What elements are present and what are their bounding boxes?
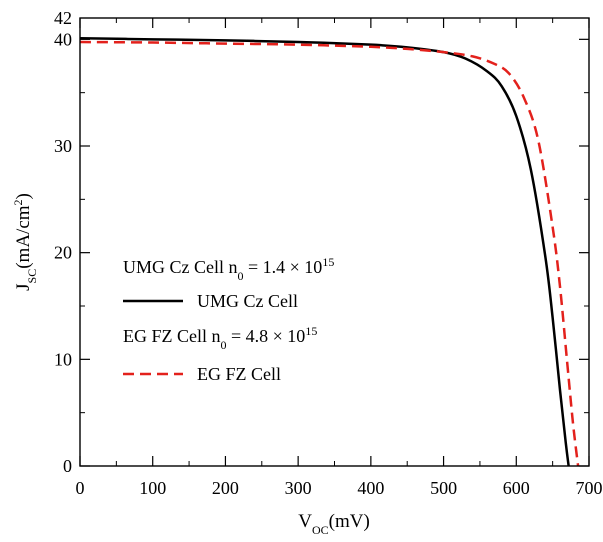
y-label-base: J — [13, 283, 34, 290]
y-tick-label: 0 — [63, 456, 72, 476]
annotation-eg-sub: 0 — [221, 338, 227, 352]
annotation-umg-density: UMG Cz Cell n0 = 1.4 × 1015 — [123, 255, 334, 283]
annotation-umg-sub: 0 — [238, 269, 244, 283]
y-axis-label: JSC(mA/cm2) — [11, 193, 39, 291]
y-tick-label: 10 — [54, 349, 72, 369]
y-tick-label: 20 — [54, 243, 72, 263]
y-label-close: ) — [13, 193, 34, 199]
y-label-sub: SC — [25, 269, 39, 284]
x-label-sub: OC — [312, 523, 329, 537]
series-layer — [79, 37, 580, 467]
annotation-eg-rest: = 4.8 × 10 — [227, 326, 306, 346]
annotation-umg-sup: 15 — [322, 255, 334, 269]
annotation-eg-text: EG FZ Cell n — [123, 326, 221, 346]
x-tick-label: 300 — [285, 478, 312, 498]
legend: UMG Cz Cell n0 = 1.4 × 1015 UMG Cz Cell … — [123, 255, 334, 384]
x-tick-label: 700 — [576, 478, 603, 498]
annotation-eg-sup: 15 — [305, 324, 317, 338]
x-label-rest: (mV) — [329, 511, 370, 532]
x-axis-label: VOC(mV) — [298, 511, 370, 537]
x-tick-label: 100 — [139, 478, 166, 498]
x-tick-label: 400 — [357, 478, 384, 498]
y-label-sup: 2 — [11, 199, 25, 205]
x-tick-label: 200 — [212, 478, 239, 498]
annotation-umg-text: UMG Cz Cell n — [123, 257, 238, 277]
x-tick-label: 500 — [430, 478, 457, 498]
annotation-eg-density: EG FZ Cell n0 = 4.8 × 1015 — [123, 324, 317, 352]
y-tick-label: 40 — [54, 29, 72, 49]
plot-area-frame — [79, 17, 590, 467]
x-label-base: V — [298, 511, 312, 532]
y-label-rest: (mA/cm — [13, 205, 34, 269]
y-tick-label: 42 — [54, 8, 72, 28]
eg-fz-cell-line — [79, 40, 580, 467]
legend-eg-label: EG FZ Cell — [197, 364, 281, 384]
x-tick-label: 0 — [76, 478, 85, 498]
y-tick-label: 30 — [54, 136, 72, 156]
umg-cz-cell-line — [79, 37, 570, 467]
annotation-umg-rest: = 1.4 × 10 — [244, 257, 323, 277]
legend-umg-label: UMG Cz Cell — [197, 291, 298, 311]
x-tick-label: 600 — [503, 478, 530, 498]
